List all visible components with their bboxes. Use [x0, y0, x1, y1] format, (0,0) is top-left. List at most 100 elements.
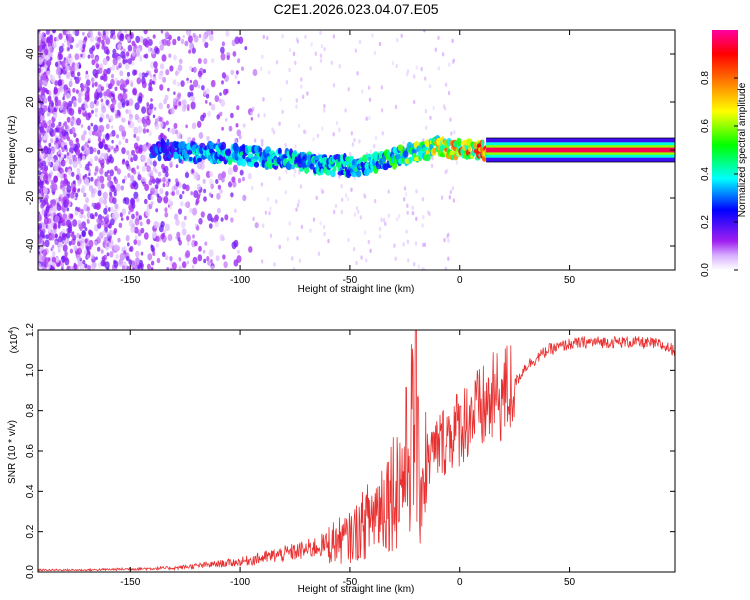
snr-scale-close: ): [9, 327, 20, 330]
heatmap-cell: [99, 175, 105, 184]
heatmap-cell: [221, 126, 224, 131]
snr-scale-base: (x10: [9, 333, 20, 353]
heatmap-cell: [136, 197, 140, 203]
heatmap-cell: [49, 56, 53, 61]
heatmap-cell: [127, 36, 131, 42]
heatmap-cell: [44, 45, 48, 50]
heatmap-cell: [361, 89, 364, 94]
heatmap-cell: [300, 224, 304, 230]
heatmap-cell: [162, 251, 166, 257]
heatmap-cell: [187, 35, 193, 43]
y-tick-label: 0.4: [25, 484, 36, 498]
heatmap-cell: [395, 63, 398, 69]
heatmap-cell: [107, 156, 112, 163]
heatmap-cell: [106, 242, 109, 247]
heatmap-cell: [111, 98, 117, 106]
heatmap-cell: [44, 87, 48, 93]
heatmap-cell: [235, 123, 239, 128]
heatmap-cell: [145, 118, 151, 126]
heatmap-cell: [213, 216, 219, 224]
heatmap-cell: [136, 50, 140, 57]
heatmap-cell: [133, 239, 138, 246]
heatmap-cell: [146, 115, 150, 121]
heatmap-cell: [376, 163, 382, 170]
heatmap-cell: [90, 176, 94, 182]
heatmap-cell: [168, 53, 172, 58]
x-tick-label: -100: [230, 275, 250, 286]
heatmap-cell: [413, 74, 416, 79]
heatmap-cell: [275, 199, 278, 204]
heatmap-cell: [42, 166, 48, 175]
heatmap-cell: [52, 222, 58, 230]
heatmap-cell: [54, 143, 59, 150]
heatmap-cell: [70, 71, 75, 78]
heatmap-cell: [194, 240, 198, 247]
heatmap-cell: [97, 222, 102, 229]
heatmap-cell: [178, 257, 182, 262]
heatmap-cell: [424, 109, 428, 114]
heatmap-cell: [58, 45, 64, 54]
heatmap-cell: [68, 158, 73, 165]
heatmap-cell: [323, 108, 326, 113]
heatmap-cell: [106, 35, 109, 40]
heatmap-cell: [90, 102, 94, 108]
heatmap-cell: [157, 154, 162, 162]
heatmap-cell: [353, 212, 357, 217]
heatmap-cell: [102, 30, 106, 36]
heatmap-cell: [197, 254, 203, 262]
heatmap-cell: [480, 140, 485, 148]
figure-title: C2E1.2026.023.04.07.E05: [273, 1, 438, 17]
heatmap-cell: [159, 84, 164, 91]
heatmap-cell: [373, 155, 378, 163]
heatmap-cell: [106, 67, 111, 75]
heatmap-cell: [230, 192, 234, 198]
heatmap-cell: [360, 255, 363, 260]
heatmap-cell: [123, 197, 127, 202]
heatmap-cell: [354, 48, 357, 53]
heatmap-cell: [142, 144, 148, 152]
heatmap-cell: [189, 156, 193, 162]
y-tick-label: 1.2: [25, 323, 36, 337]
heatmap-cell: [277, 147, 282, 155]
heatmap-cell: [63, 106, 67, 111]
heatmap-cell: [181, 228, 187, 236]
heatmap-cell: [60, 141, 65, 148]
heatmap-cell: [203, 188, 207, 194]
heatmap-cell: [288, 221, 291, 226]
heatmap-cell: [101, 39, 105, 46]
heatmap-cell: [39, 126, 45, 134]
heatmap-cell: [139, 221, 143, 227]
heatmap-cell: [441, 52, 445, 57]
heatmap-cell: [65, 72, 71, 79]
heatmap-cell: [447, 256, 450, 261]
heatmap-cell: [130, 157, 134, 163]
heatmap-cell: [218, 98, 222, 104]
heatmap-cell: [153, 106, 157, 111]
heatmap-cell: [252, 106, 255, 112]
heatmap-cell: [67, 226, 73, 234]
heatmap-cell: [284, 190, 287, 195]
heatmap-cell: [105, 123, 110, 130]
heatmap-cell: [109, 191, 113, 197]
heatmap-cell: [297, 123, 301, 128]
heatmap-cell: [71, 155, 75, 160]
colorbar-tick-label: 0.6: [700, 119, 711, 133]
heatmap-cell: [101, 44, 105, 50]
heatmap-cell: [74, 30, 80, 37]
heatmap-cell: [169, 205, 172, 210]
heatmap-cell: [294, 168, 297, 174]
heatmap-cell: [192, 256, 198, 265]
heatmap-cell: [356, 170, 362, 178]
heatmap-cell: [125, 59, 129, 64]
heatmap-cell: [115, 183, 121, 192]
heatmap-cell: [344, 108, 347, 113]
heatmap-cell: [122, 158, 125, 163]
heatmap-cell: [152, 114, 156, 119]
y-tick-label: 0.2: [25, 524, 36, 538]
heatmap-cell: [449, 117, 452, 122]
heatmap-cell: [284, 143, 287, 148]
heatmap-cell: [309, 228, 312, 233]
heatmap-cell: [187, 91, 192, 98]
heatmap-cell: [315, 195, 318, 200]
heatmap-cell: [117, 237, 121, 243]
